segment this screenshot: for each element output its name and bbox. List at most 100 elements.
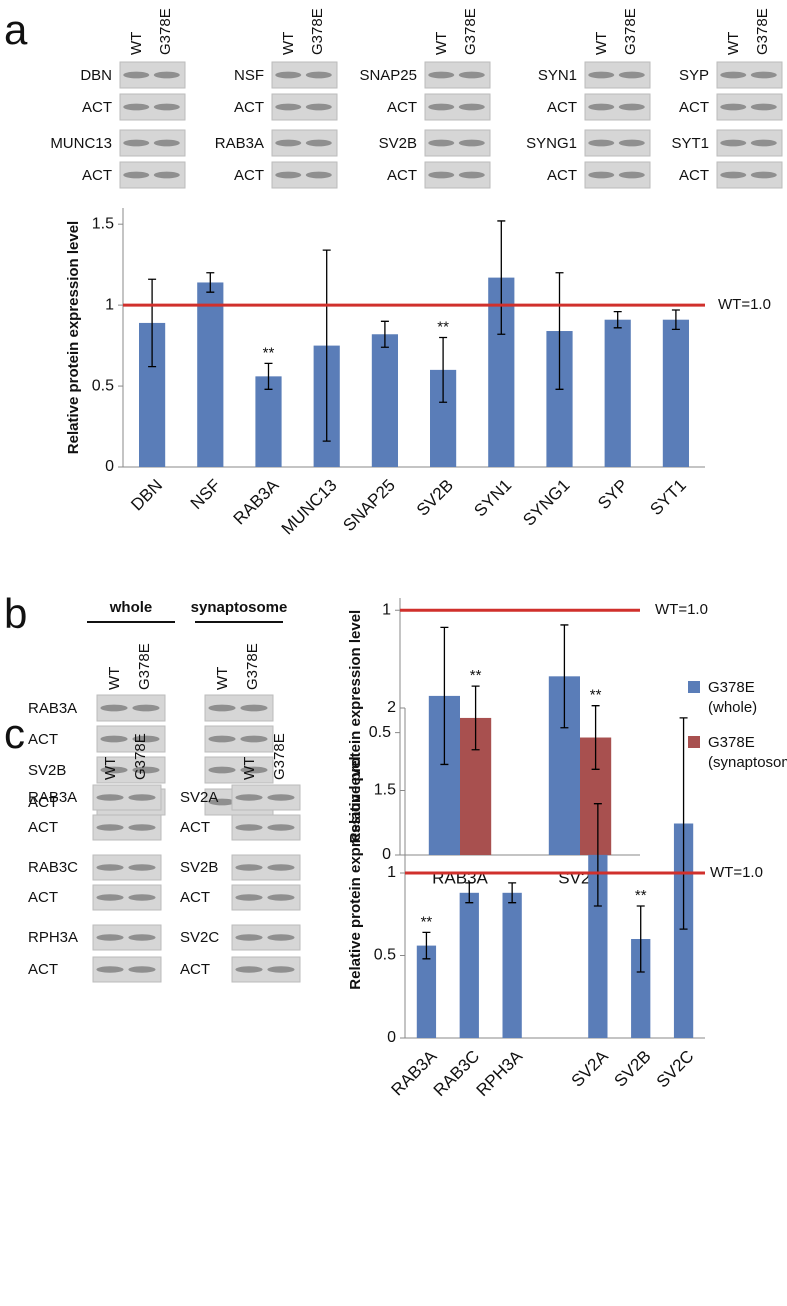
legend-label: G378E (whole)	[708, 679, 758, 716]
blot-band	[128, 934, 156, 941]
blot-label: SV2B	[379, 135, 417, 152]
blot-band	[132, 704, 160, 712]
error-bar	[465, 882, 474, 904]
bar	[673, 823, 694, 1038]
blot-band	[123, 103, 150, 111]
significance-mark: **	[590, 687, 602, 704]
bar	[255, 376, 282, 467]
blot-band	[100, 735, 128, 743]
x-tick-label: RAB3A	[388, 1046, 441, 1099]
error-bar	[264, 362, 273, 390]
blot-label: ACT	[679, 167, 709, 184]
blot-band	[305, 171, 332, 179]
blot-band	[275, 171, 302, 179]
blot-band	[132, 735, 160, 743]
x-tick-label: RAB3A	[230, 475, 283, 528]
x-tick-label: RAB3C	[430, 1047, 484, 1101]
blot-band	[267, 824, 295, 831]
lane-label: G378E	[271, 733, 288, 780]
blot-band	[750, 139, 777, 147]
blot-label: ACT	[28, 731, 58, 748]
error-bar	[679, 717, 688, 930]
reference-label: WT=1.0	[718, 296, 771, 313]
blot-label: ACT	[82, 99, 112, 116]
blot-band	[123, 71, 150, 79]
y-tick-label: 0	[105, 458, 114, 475]
blot-label: SYN1	[538, 67, 577, 84]
blot-label: ACT	[387, 167, 417, 184]
group-label: synaptosome	[191, 599, 288, 616]
blot-band	[153, 171, 180, 179]
blot-band	[618, 71, 645, 79]
blot-band	[428, 139, 455, 147]
blot-band	[96, 824, 124, 831]
y-tick-label: 0.5	[374, 947, 396, 964]
blot-band	[240, 735, 268, 743]
blot-band	[720, 139, 747, 147]
legend-label: G378E (synaptosome)	[708, 734, 787, 771]
panel-letter: c	[4, 710, 25, 757]
blot-band	[208, 704, 236, 712]
lane-label: WT	[214, 667, 231, 690]
blot-band	[153, 103, 180, 111]
lane-label: WT	[102, 757, 119, 780]
blot-band	[275, 103, 302, 111]
blot-label: RPH3A	[28, 929, 78, 946]
blot-band	[267, 864, 295, 871]
blot-band	[305, 71, 332, 79]
y-axis-title: Relative protein expression level	[347, 756, 364, 989]
y-tick-label: 0	[382, 846, 391, 863]
blot-band	[96, 934, 124, 941]
x-tick-label: SNAP25	[339, 476, 399, 536]
bar	[588, 854, 608, 1038]
blot-label: ACT	[387, 99, 417, 116]
blot-band	[458, 171, 485, 179]
lane-label: G378E	[754, 8, 771, 55]
blot-band	[618, 103, 645, 111]
error-bar	[471, 685, 480, 751]
blot-band	[132, 766, 160, 774]
blot-band	[267, 794, 295, 801]
blot-band	[153, 139, 180, 147]
blot-band	[96, 966, 124, 973]
lane-label: WT	[725, 32, 742, 55]
legend-entry: G378E (synaptosome)	[688, 733, 787, 773]
y-tick-label: 1	[387, 864, 396, 881]
lane-label: WT	[106, 667, 123, 690]
error-bar	[636, 905, 645, 973]
blot-label: ACT	[234, 99, 264, 116]
x-tick-label: NSF	[187, 476, 224, 513]
x-tick-label: SYN1	[470, 476, 515, 521]
blot-band	[128, 794, 156, 801]
blot-label: DBN	[80, 67, 112, 84]
legend-swatch	[688, 736, 700, 748]
blot-band	[128, 894, 156, 901]
blot-band	[128, 966, 156, 973]
y-tick-label: 2	[387, 699, 396, 716]
blot-band	[153, 71, 180, 79]
blot-label: ACT	[180, 961, 210, 978]
blot-band	[267, 966, 295, 973]
blot-band	[128, 864, 156, 871]
blot-label: ACT	[547, 167, 577, 184]
blot-band	[100, 704, 128, 712]
lane-label: G378E	[136, 643, 153, 690]
blot-label: ACT	[28, 889, 58, 906]
blot-band	[720, 71, 747, 79]
error-bar	[508, 882, 517, 904]
blot-band	[275, 71, 302, 79]
bar	[631, 939, 651, 1038]
blot-band	[235, 864, 263, 871]
blot-band	[618, 171, 645, 179]
error-bar	[593, 803, 602, 907]
error-bar	[671, 309, 680, 331]
panel-letter: b	[4, 590, 27, 637]
blot-label: RAB3A	[215, 135, 264, 152]
y-tick-label: 0.5	[92, 377, 114, 394]
lane-label: WT	[433, 32, 450, 55]
blot-label: RAB3A	[28, 700, 77, 717]
lane-label: G378E	[309, 8, 326, 55]
blot-band	[428, 171, 455, 179]
x-tick-label: RAB3A	[432, 868, 488, 887]
lane-label: G378E	[622, 8, 639, 55]
